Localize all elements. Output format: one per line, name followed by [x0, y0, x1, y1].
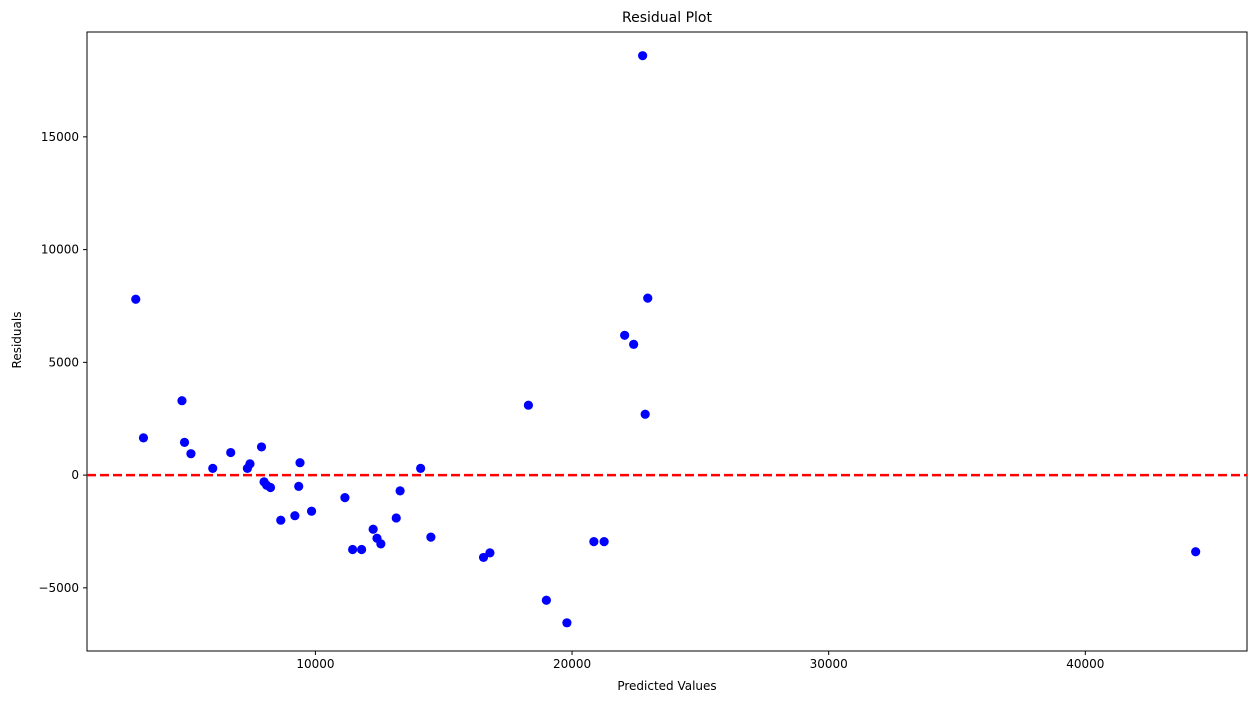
data-point — [245, 459, 255, 469]
data-point — [376, 539, 386, 549]
data-point — [640, 409, 650, 419]
data-point — [1191, 547, 1201, 557]
data-point — [306, 506, 317, 516]
y-axis-label: Residuals — [10, 312, 24, 369]
data-point — [294, 481, 304, 491]
y-tick-label: 5000 — [48, 355, 79, 369]
data-point — [208, 463, 218, 473]
data-point — [290, 511, 300, 521]
data-point — [620, 330, 630, 340]
plot-frame — [86, 31, 1248, 652]
data-point — [138, 433, 149, 443]
x-axis-label: Predicted Values — [617, 679, 716, 693]
data-point — [348, 544, 358, 555]
data-point — [541, 595, 551, 605]
data-point — [265, 482, 276, 493]
data-point — [226, 447, 236, 458]
x-tick-label: 20000 — [553, 657, 591, 671]
data-point — [599, 537, 609, 547]
data-point — [523, 400, 534, 410]
data-point — [179, 437, 190, 448]
plot-area — [86, 31, 1248, 652]
x-tick-label: 10000 — [296, 657, 334, 671]
data-point — [416, 463, 426, 473]
data-point — [357, 544, 367, 555]
y-tick-label: −5000 — [38, 581, 79, 595]
data-point — [295, 458, 305, 468]
data-point — [131, 294, 141, 304]
data-point — [395, 486, 405, 496]
data-point — [276, 515, 286, 525]
data-point — [186, 449, 196, 459]
y-tick-label: 15000 — [41, 130, 79, 144]
data-point — [485, 548, 495, 558]
chart-title: Residual Plot — [622, 10, 712, 26]
x-tick-label: 40000 — [1066, 657, 1104, 671]
data-point — [426, 532, 436, 542]
data-point — [391, 513, 401, 523]
x-tick-label: 30000 — [810, 657, 848, 671]
data-point — [589, 537, 599, 547]
data-point — [340, 493, 350, 503]
x-axis-ticks: 10000 20000 30000 40000 — [296, 651, 1104, 671]
data-point — [368, 524, 378, 534]
data-point — [478, 552, 489, 563]
y-axis-ticks: −5000 0 5000 10000 15000 — [38, 130, 87, 595]
data-point — [629, 339, 639, 349]
data-point — [643, 293, 653, 303]
data-point — [638, 51, 648, 61]
data-point — [562, 618, 572, 628]
data-point — [177, 396, 187, 406]
y-tick-label: 0 — [71, 468, 79, 482]
y-tick-label: 10000 — [41, 243, 79, 257]
data-point — [256, 442, 267, 452]
data-points — [131, 51, 1201, 628]
